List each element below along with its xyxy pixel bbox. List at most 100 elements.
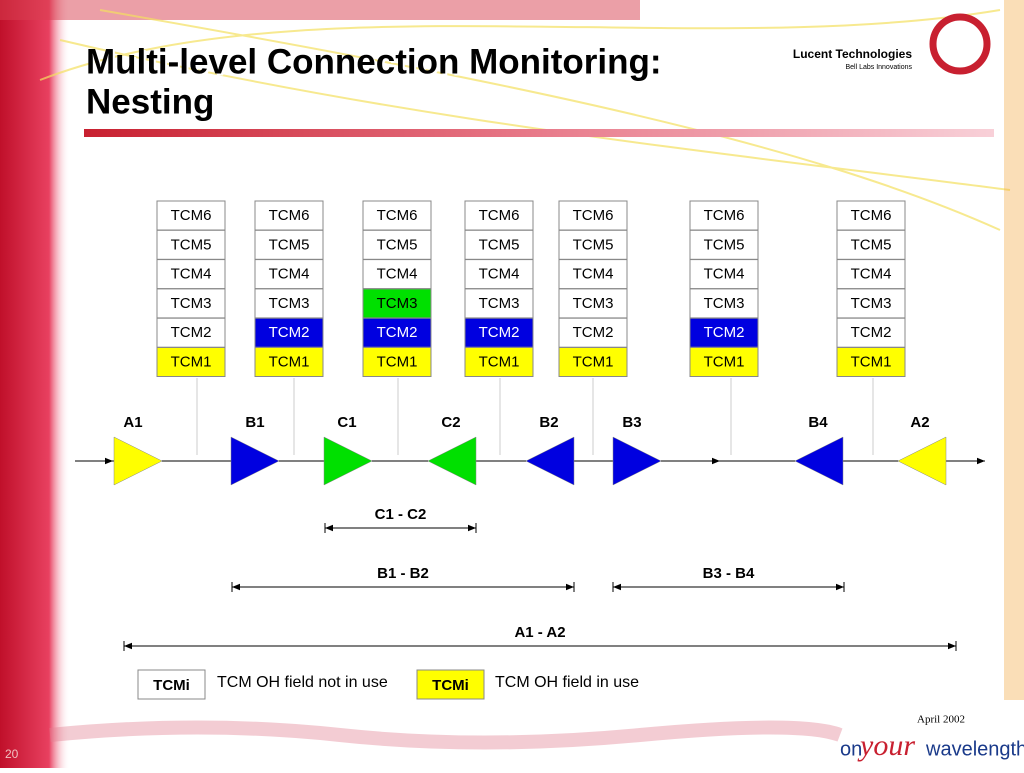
tcm-label: TCM1 (171, 353, 212, 370)
node-label: B4 (808, 414, 828, 431)
span-label: B1 - B2 (377, 565, 429, 582)
node-triangle (113, 436, 163, 486)
logo-tagline: Bell Labs Innovations (845, 64, 912, 71)
tcm-label: TCM3 (377, 295, 418, 312)
node-triangle (897, 436, 947, 486)
tcm-cell (156, 259, 226, 290)
tcm-cell (464, 288, 534, 319)
tcm-label: TCM4 (851, 266, 892, 283)
tcm-cell (156, 200, 226, 231)
tcm-label: TCM5 (573, 236, 614, 253)
node-label: B1 (245, 414, 264, 431)
tcm-label: TCM2 (573, 324, 614, 341)
tcm-cell (464, 229, 534, 260)
tcm-cell (836, 288, 906, 319)
tcm-label: TCM2 (377, 324, 418, 341)
tcm-label: TCM6 (269, 207, 310, 224)
tcm-label: TCM6 (377, 207, 418, 224)
tcm-label: TCM5 (269, 236, 310, 253)
tcm-label: TCM3 (704, 295, 745, 312)
tcm-cell (362, 347, 432, 377)
node-label: A1 (123, 414, 142, 431)
tcm-cell (464, 317, 534, 348)
node-triangle (230, 436, 280, 486)
tcm-cell (558, 200, 628, 231)
tcm-cell (362, 229, 432, 260)
tcm-cell (254, 259, 324, 290)
brand-on: on (840, 738, 862, 760)
page-number: 20 (5, 747, 19, 761)
tcm-cell (689, 200, 759, 231)
tcm-label: TCM5 (377, 236, 418, 253)
tcm-label: TCM2 (851, 324, 892, 341)
title: Nesting (86, 82, 214, 121)
tcm-cell (464, 347, 534, 377)
tcm-cell (254, 288, 324, 319)
tcm-label: TCM4 (269, 266, 310, 283)
span-label: A1 - A2 (514, 624, 565, 641)
tcm-cell (836, 317, 906, 348)
tcm-cell (362, 259, 432, 290)
tcm-label: TCM4 (704, 266, 745, 283)
tcm-cell (558, 288, 628, 319)
tcm-label: TCM3 (269, 295, 310, 312)
tcm-label: TCM5 (704, 236, 745, 253)
date: April 2002 (917, 714, 965, 726)
tcm-cell (689, 317, 759, 348)
tcm-cell (254, 200, 324, 231)
tcm-cell (689, 229, 759, 260)
logo-name: Lucent Technologies (793, 47, 912, 61)
tcm-label: TCM3 (851, 295, 892, 312)
legend-text: TCM OH field in use (495, 674, 639, 691)
tcm-label: TCM3 (479, 295, 520, 312)
right-band (1004, 0, 1024, 700)
title: Multi-level Connection Monitoring: (86, 42, 662, 81)
brand-wavelength: wavelength (925, 738, 1024, 760)
tcm-label: TCM5 (851, 236, 892, 253)
legend-box-label: TCMi (153, 677, 190, 694)
tcm-cell (156, 347, 226, 377)
tcm-label: TCM5 (171, 236, 212, 253)
tcm-cell (689, 347, 759, 377)
tcm-cell (558, 347, 628, 377)
title-shadow: Multi-level Connection Monitoring: (88, 44, 664, 83)
tcm-label: TCM3 (171, 295, 212, 312)
tcm-label: TCM6 (851, 207, 892, 224)
tcm-cell (558, 229, 628, 260)
tcm-cell (464, 259, 534, 290)
left-band (0, 0, 70, 768)
tcm-label: TCM4 (377, 266, 418, 283)
tcm-label: TCM4 (171, 266, 212, 283)
legend-box-label: TCMi (432, 677, 469, 694)
node-triangle (612, 436, 662, 486)
tcm-label: TCM2 (704, 324, 745, 341)
node-triangle (794, 436, 844, 486)
title-bar (84, 129, 994, 137)
tcm-label: TCM6 (573, 207, 614, 224)
tcm-cell (156, 317, 226, 348)
tcm-label: TCM2 (269, 324, 310, 341)
tcm-label: TCM6 (704, 207, 745, 224)
tcm-label: TCM4 (573, 266, 614, 283)
tcm-label: TCM1 (269, 353, 310, 370)
node-label: C1 (337, 414, 356, 431)
tcm-label: TCM1 (377, 353, 418, 370)
tcm-cell (836, 229, 906, 260)
tcm-cell (836, 200, 906, 231)
node-label: C2 (441, 414, 460, 431)
tcm-label: TCM2 (479, 324, 520, 341)
node-triangle (525, 436, 575, 486)
tcm-cell (464, 200, 534, 231)
brand-your: your (857, 729, 915, 762)
tcm-label: TCM2 (171, 324, 212, 341)
legend-text: TCM OH field not in use (217, 674, 388, 691)
top-band (0, 0, 640, 20)
tcm-cell (254, 347, 324, 377)
legend-box (137, 669, 206, 700)
tcm-label: TCM1 (573, 353, 614, 370)
node-label: B3 (622, 414, 641, 431)
tcm-label: TCM1 (479, 353, 520, 370)
node-triangle (323, 436, 373, 486)
legend-box (416, 669, 485, 700)
